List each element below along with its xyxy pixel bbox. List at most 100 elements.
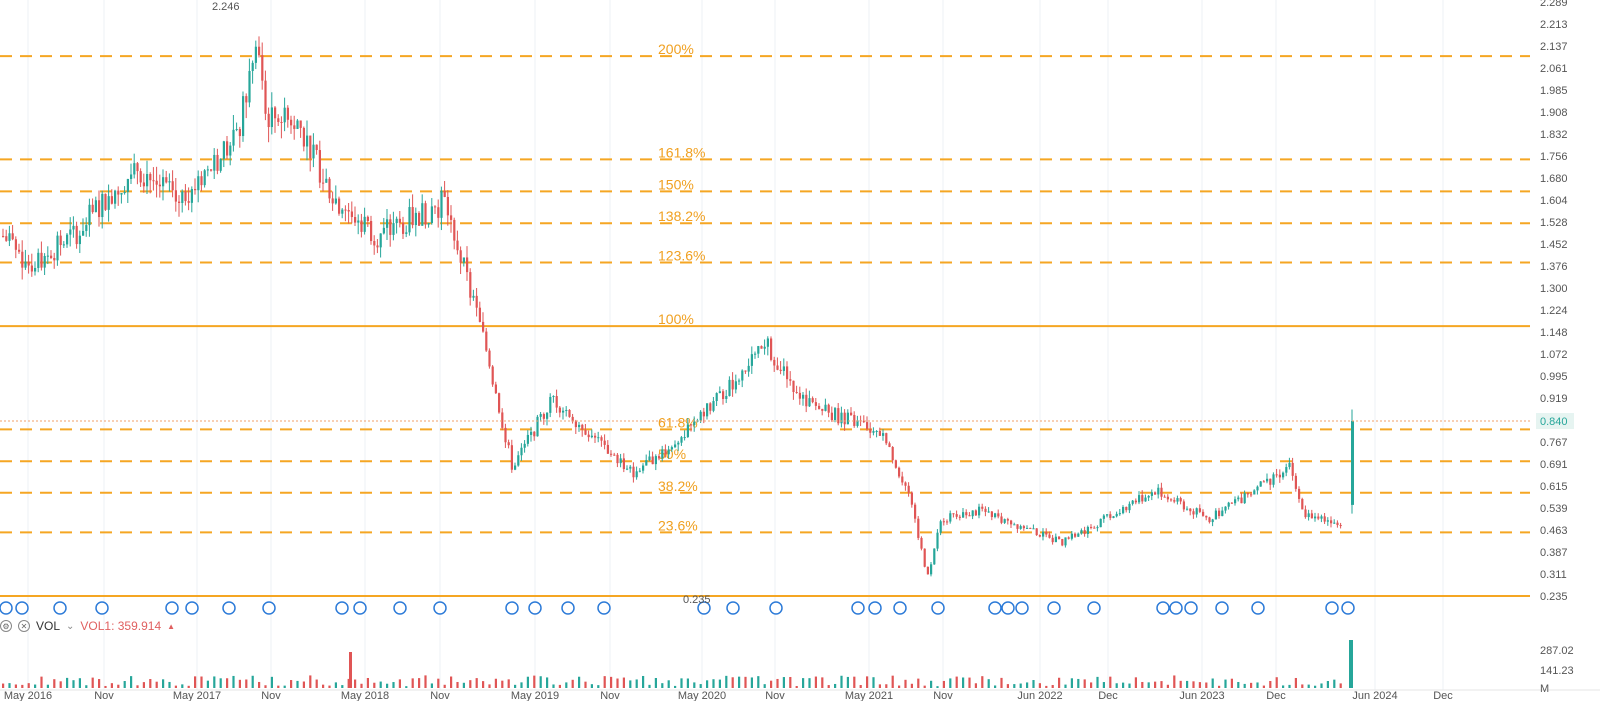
- price-tick-15: 1.148: [1540, 327, 1568, 339]
- event-marker-icon[interactable]: [1215, 601, 1229, 615]
- event-marker-icon[interactable]: [1047, 601, 1061, 615]
- volume-bar: [1250, 682, 1253, 688]
- event-marker-icon[interactable]: [0, 601, 13, 615]
- volume-bar: [398, 679, 401, 688]
- event-marker-icon[interactable]: [1341, 601, 1355, 615]
- event-marker-icon[interactable]: [1325, 601, 1339, 615]
- event-marker-icon[interactable]: [931, 601, 945, 615]
- event-marker-icon[interactable]: [353, 601, 367, 615]
- candle-body: [91, 204, 94, 213]
- volume-bar: [405, 686, 408, 688]
- candle-body: [651, 456, 654, 465]
- volume-bar: [654, 678, 657, 688]
- event-marker-icon[interactable]: [1251, 601, 1265, 615]
- candle-body: [443, 190, 446, 197]
- candle-body: [1269, 478, 1272, 485]
- event-marker-icon[interactable]: [505, 601, 519, 615]
- candle-body: [1074, 533, 1077, 537]
- event-marker-icon[interactable]: [1001, 601, 1015, 615]
- event-marker-icon[interactable]: [185, 601, 199, 615]
- event-marker-icon[interactable]: [769, 601, 783, 615]
- candle-body: [110, 196, 113, 204]
- event-marker-icon[interactable]: [222, 601, 236, 615]
- candle-body: [1070, 533, 1073, 539]
- candle-body: [834, 408, 837, 420]
- candle-body: [56, 235, 59, 261]
- candle-body: [408, 207, 411, 233]
- event-marker-icon[interactable]: [1169, 601, 1183, 615]
- candle-body: [376, 245, 379, 248]
- event-marker-icon[interactable]: [561, 601, 575, 615]
- candle-body: [1224, 506, 1227, 511]
- event-marker-circle: [262, 601, 276, 615]
- event-marker-icon[interactable]: [697, 601, 711, 615]
- volume-bar: [802, 678, 805, 688]
- candle-body: [715, 393, 718, 402]
- event-marker-icon[interactable]: [53, 601, 67, 615]
- event-marker-icon[interactable]: [893, 601, 907, 615]
- volume-bar: [219, 678, 222, 688]
- candle-body: [357, 220, 360, 223]
- event-marker-icon[interactable]: [1015, 601, 1029, 615]
- candle-body: [117, 190, 120, 195]
- event-marker-icon[interactable]: [868, 601, 882, 615]
- candle-body: [1195, 508, 1198, 515]
- candle-body: [1154, 492, 1157, 495]
- chevron-down-icon[interactable]: ⌄: [66, 620, 75, 632]
- volume-bar: [904, 679, 907, 688]
- event-markers[interactable]: [0, 601, 1355, 615]
- candle-body: [664, 449, 667, 455]
- candle-body: [946, 521, 949, 523]
- close-icon[interactable]: ✕: [18, 620, 30, 632]
- candle-body: [968, 515, 971, 517]
- candle-body: [994, 513, 997, 518]
- candle-body: [222, 141, 225, 159]
- event-marker-icon[interactable]: [1184, 601, 1198, 615]
- candle-body: [72, 225, 75, 230]
- event-marker-icon[interactable]: [851, 601, 865, 615]
- candle-body: [840, 412, 843, 424]
- volume-bar: [1026, 682, 1029, 688]
- event-marker-icon[interactable]: [433, 601, 447, 615]
- event-marker-icon[interactable]: [726, 601, 740, 615]
- event-marker-icon[interactable]: [988, 601, 1002, 615]
- event-marker-icon[interactable]: [262, 601, 276, 615]
- event-marker-icon[interactable]: [335, 601, 349, 615]
- volume-bar: [1243, 683, 1246, 688]
- settings-icon[interactable]: ⚙: [0, 620, 12, 632]
- volume-bar: [1000, 677, 1003, 688]
- candle-body: [632, 466, 635, 478]
- candle-body: [555, 396, 558, 408]
- volume-bar: [117, 684, 120, 688]
- event-marker-icon[interactable]: [15, 601, 29, 615]
- candle-body: [1218, 510, 1221, 517]
- volume-bar: [1166, 684, 1169, 688]
- price-tick-9: 1.604: [1540, 195, 1568, 207]
- candle-body: [776, 365, 779, 370]
- candle-body: [1013, 524, 1016, 526]
- candle-body: [350, 211, 353, 218]
- candle-body: [1259, 481, 1262, 487]
- candle-body: [126, 178, 129, 192]
- candle-body: [1214, 510, 1217, 520]
- volume-bar: [597, 685, 600, 688]
- volume-bar: [763, 684, 766, 688]
- candle-body: [1192, 511, 1195, 515]
- event-marker-icon[interactable]: [1087, 601, 1101, 615]
- event-marker-icon[interactable]: [1156, 601, 1170, 615]
- event-marker-icon[interactable]: [95, 601, 109, 615]
- event-marker-icon[interactable]: [393, 601, 407, 615]
- candle-body: [290, 119, 293, 126]
- volume-bar: [1019, 683, 1022, 688]
- candle-body: [254, 46, 257, 63]
- candle-body: [1054, 536, 1057, 543]
- event-marker-icon[interactable]: [165, 601, 179, 615]
- event-marker-icon[interactable]: [528, 601, 542, 615]
- candle-body: [923, 548, 926, 567]
- event-marker-icon[interactable]: [597, 601, 611, 615]
- time-label-10: May 2021: [845, 690, 893, 701]
- candle-body: [66, 234, 69, 245]
- candle-body: [302, 127, 305, 147]
- candle-body: [421, 203, 424, 226]
